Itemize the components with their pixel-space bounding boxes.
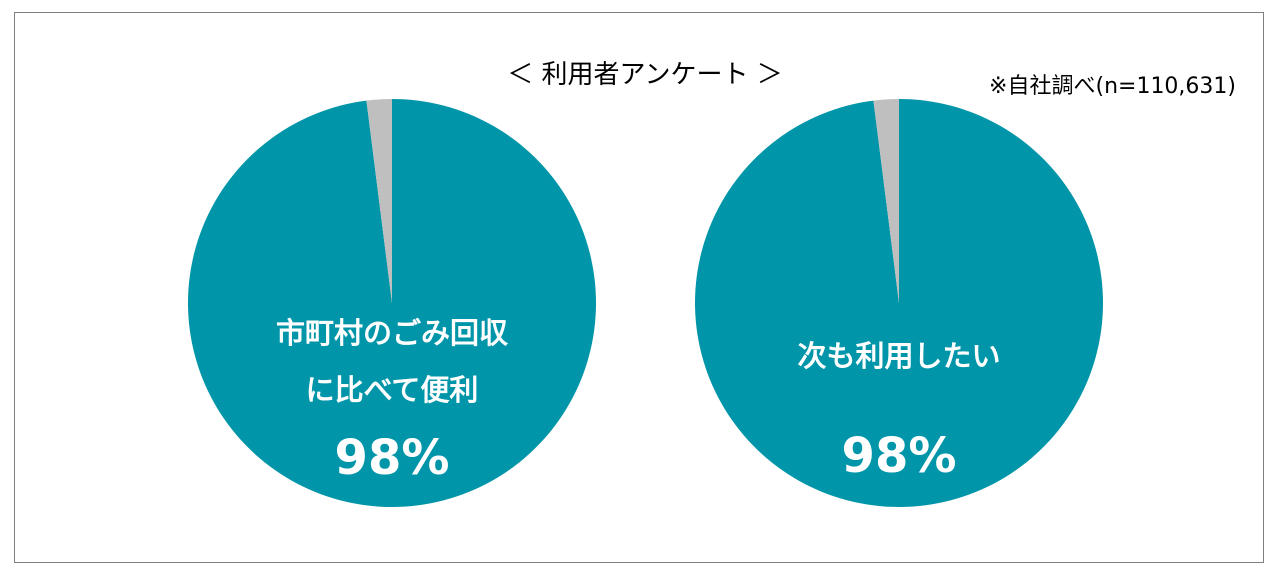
pie-slice bbox=[873, 99, 899, 303]
note: ※自社調べ(n=110,631) bbox=[989, 74, 1236, 99]
pie-slice bbox=[188, 99, 597, 507]
chart-title: ＜ 利用者アンケート ＞ bbox=[507, 60, 783, 90]
slice-label: 市町村のごみ回収 に比べて便利 bbox=[275, 316, 509, 407]
pie-slice bbox=[366, 99, 392, 303]
value-label: 98% bbox=[334, 430, 450, 486]
slice-label: 次も利用したい bbox=[797, 339, 1001, 373]
value-label: 98% bbox=[841, 428, 957, 484]
frame bbox=[14, 12, 1264, 563]
